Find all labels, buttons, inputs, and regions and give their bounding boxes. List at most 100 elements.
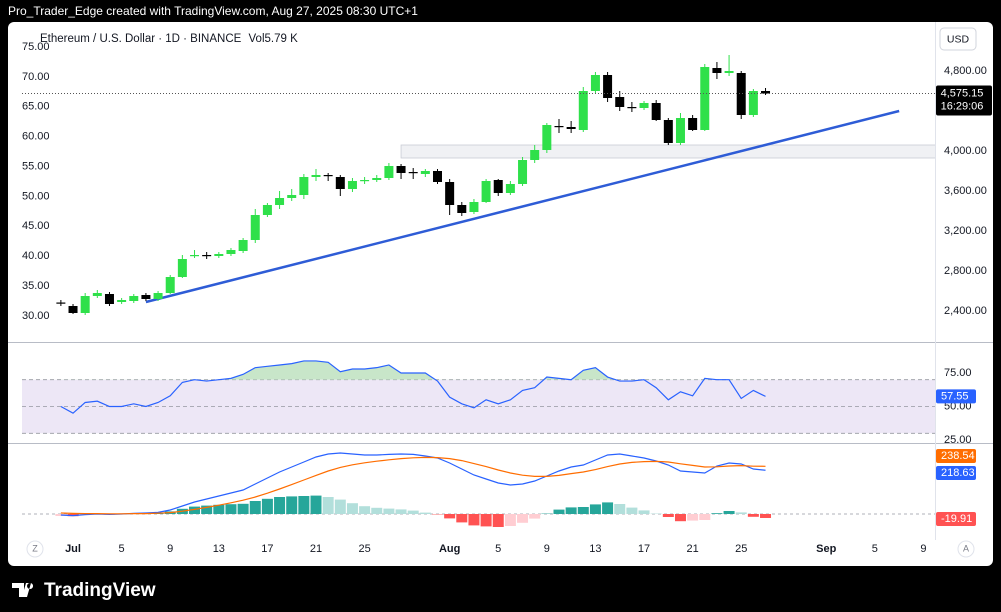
y-tick-label: 3,200.00 xyxy=(944,225,987,237)
candle-body xyxy=(250,215,260,240)
brand: TradingView xyxy=(44,580,156,601)
candle-body xyxy=(457,205,467,213)
y2-tick-label: 75.00 xyxy=(22,41,50,53)
corner-button[interactable] xyxy=(26,540,44,558)
candle-body xyxy=(688,118,698,130)
x-tick-label: 5 xyxy=(872,543,878,555)
histogram-bar xyxy=(261,498,273,514)
histogram-bar xyxy=(602,502,614,514)
candle-body xyxy=(68,306,78,313)
candle-body xyxy=(542,125,552,150)
countdown: 16:29:06 xyxy=(941,100,984,112)
histogram-bar xyxy=(553,509,565,514)
candle-body xyxy=(748,91,758,115)
rsi-tick-label: 50.00 xyxy=(944,400,972,412)
histogram-bar xyxy=(614,504,626,514)
y2-tick-label: 30.00 xyxy=(22,310,50,322)
rsi-tick-label: 75.00 xyxy=(944,367,972,379)
corner-label[interactable]: A xyxy=(963,543,969,553)
logo-mark xyxy=(12,583,34,597)
currency[interactable]: USD xyxy=(947,33,970,45)
candle-body xyxy=(214,254,224,256)
x-tick-label: 21 xyxy=(687,543,699,555)
x-tick-label: 21 xyxy=(310,543,322,555)
candle-body xyxy=(518,160,528,184)
rsi-line xyxy=(60,360,766,414)
histogram-bar xyxy=(735,512,747,514)
legend: Ethereum / U.S. Dollar · 1D · BINANCE Vo… xyxy=(40,33,298,45)
histogram-bar xyxy=(456,514,468,523)
histogram-last-label: -19.91 xyxy=(941,513,972,525)
x-tick-label: 13 xyxy=(213,543,225,555)
x-tick-label: 9 xyxy=(167,543,173,555)
x-tick-label: 9 xyxy=(544,543,550,555)
x-tick-label: Aug xyxy=(439,543,460,555)
volume-value: 5.79 K xyxy=(265,33,299,45)
histogram-bar xyxy=(395,509,407,514)
rsi-last-label: 57.55 xyxy=(941,390,969,402)
candle-body xyxy=(323,175,333,177)
histogram-bar xyxy=(674,514,686,522)
signal-line xyxy=(60,456,766,515)
histogram-bar xyxy=(577,507,589,514)
candle-body xyxy=(396,166,406,173)
candle-body xyxy=(469,202,479,212)
candle-body xyxy=(712,68,722,73)
histogram-bar xyxy=(747,514,759,517)
candle-body xyxy=(493,180,503,193)
histogram-bar xyxy=(517,514,529,523)
currency-button[interactable] xyxy=(939,27,977,51)
histogram-bar xyxy=(687,514,699,521)
candle-body xyxy=(226,250,236,254)
candle-body xyxy=(639,103,649,108)
y-tick-label: 3,600.00 xyxy=(944,185,987,197)
y-tick-label: 2,400.00 xyxy=(944,305,987,317)
histogram-bar xyxy=(638,510,650,514)
footer: TradingView xyxy=(12,580,156,601)
candle-body xyxy=(299,177,309,195)
corner-button[interactable] xyxy=(957,540,975,558)
x-tick-label: 25 xyxy=(358,543,370,555)
histogram-bar xyxy=(310,495,322,514)
histogram-bar xyxy=(322,497,334,514)
candle-body xyxy=(104,294,114,304)
histogram-bar xyxy=(298,496,310,514)
candle-body xyxy=(262,205,272,215)
x-tick-label: 13 xyxy=(589,543,601,555)
histogram-bar xyxy=(699,514,711,520)
candle-body xyxy=(590,75,600,91)
histogram-bar xyxy=(274,497,286,514)
candle-body xyxy=(761,91,771,94)
histogram-bar xyxy=(444,514,456,519)
candle-body xyxy=(360,180,370,182)
histogram-bar xyxy=(189,506,201,514)
corner-label[interactable]: Z xyxy=(32,543,38,553)
candle-body xyxy=(56,302,66,304)
candle-body xyxy=(724,71,734,73)
y2-tick-label: 50.00 xyxy=(22,190,50,202)
histogram-bar xyxy=(383,508,395,514)
histogram-bar xyxy=(286,496,298,514)
candle-body xyxy=(129,296,139,301)
histogram-bar xyxy=(626,507,638,514)
candle-body xyxy=(117,300,127,302)
candle-body xyxy=(651,103,661,120)
candle-body xyxy=(566,127,576,129)
histogram-bar xyxy=(468,514,480,526)
macd-last-box xyxy=(936,466,976,480)
y-tick-label: 2,800.00 xyxy=(944,265,987,277)
candle-body xyxy=(408,172,418,174)
y2-tick-label: 60.00 xyxy=(22,131,50,143)
candle-body xyxy=(141,295,151,299)
signal-last-box xyxy=(936,449,976,463)
x-tick-label: Sep xyxy=(816,543,836,555)
histogram-bar xyxy=(359,506,371,514)
candle-body xyxy=(190,255,200,257)
candle-body xyxy=(420,171,430,174)
candle-body xyxy=(311,175,321,177)
rsi-pane xyxy=(22,360,935,434)
macd-last-label: 218.63 xyxy=(941,467,975,479)
histogram-bar xyxy=(589,504,601,514)
x-tick-label: 25 xyxy=(735,543,747,555)
